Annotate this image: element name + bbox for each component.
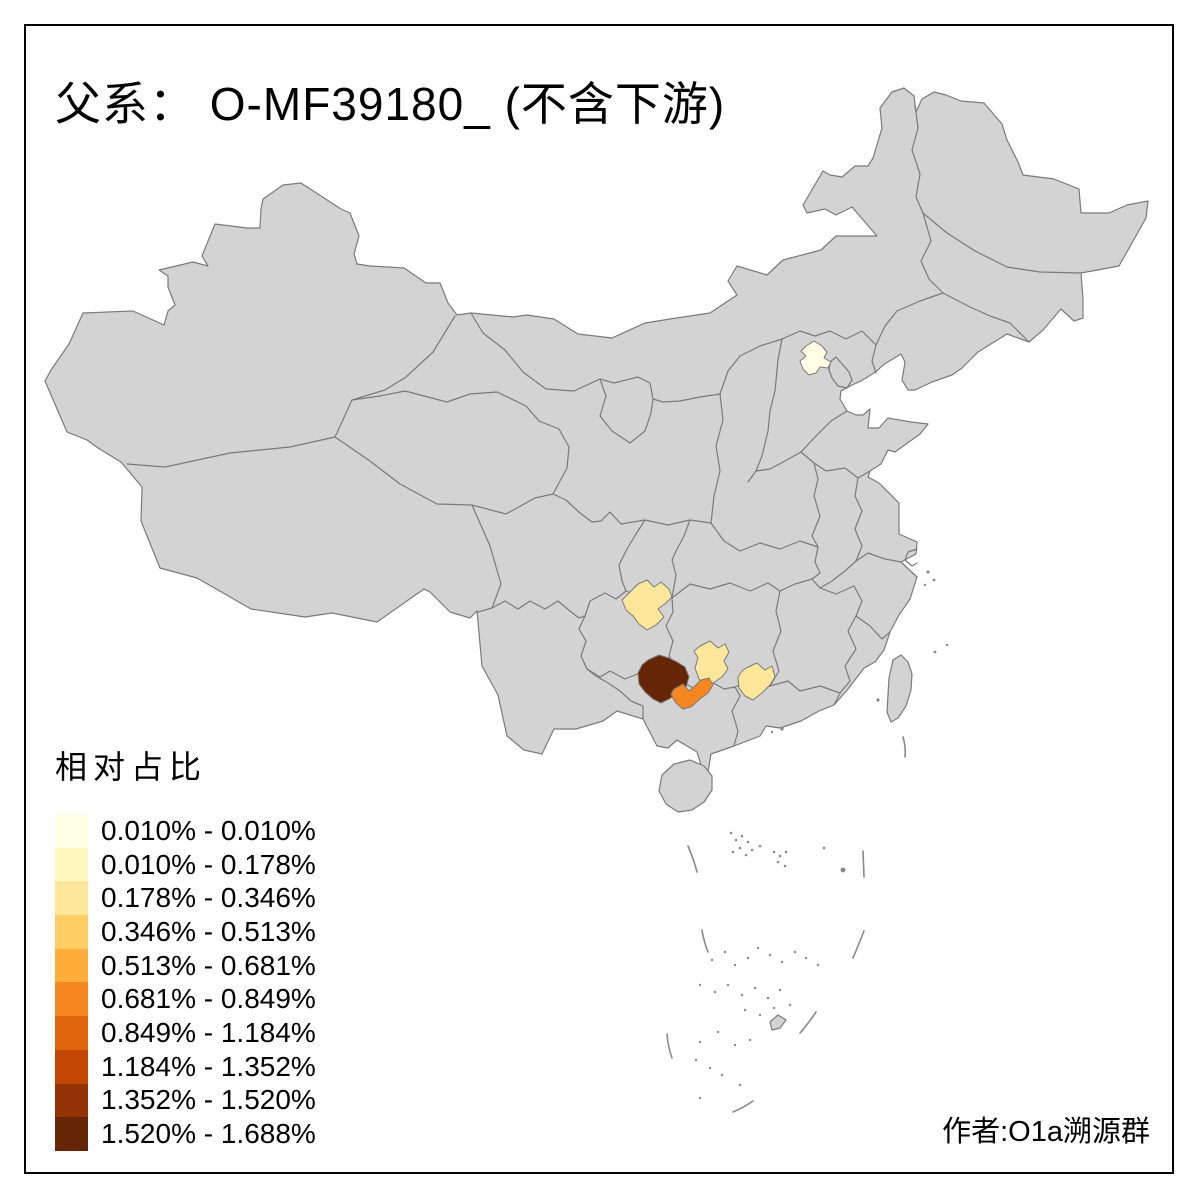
legend-label: 0.010% - 0.178% [101, 848, 316, 880]
legend: 相对占比 0.010% - 0.010% 0.010% - 0.178% 0.1… [55, 742, 316, 1151]
colored-regions [621, 340, 832, 710]
legend-label: 0.513% - 0.681% [101, 949, 316, 981]
legend-swatch [55, 814, 88, 848]
legend-title: 相对占比 [55, 749, 208, 785]
legend-swatch [55, 948, 88, 983]
colored-region-north [799, 340, 832, 376]
province-borders [126, 104, 1082, 747]
legend-swatch [55, 982, 88, 1017]
legend-swatch [55, 1049, 88, 1084]
legend-item: 0.346% - 0.513% [55, 915, 316, 949]
legend-item: 0.513% - 0.681% [55, 948, 316, 983]
legend-item: 1.184% - 1.352% [55, 1049, 316, 1084]
legend-swatch [55, 881, 88, 916]
legend-swatch [55, 915, 88, 949]
china-outline [44, 87, 1149, 775]
legend-item: 0.010% - 0.010% [55, 814, 316, 848]
legend-label: 0.010% - 0.010% [101, 814, 316, 846]
legend-label: 0.849% - 1.184% [101, 1016, 316, 1048]
colored-region-orange [670, 677, 714, 710]
islands [658, 570, 949, 813]
hainan-island [658, 759, 713, 813]
legend-label: 0.681% - 0.849% [101, 983, 316, 1015]
legend-label: 1.184% - 1.352% [101, 1050, 316, 1082]
author-credit: 作者:O1a溯源群 [942, 1116, 1150, 1148]
legend-item: 0.178% - 0.346% [55, 881, 316, 916]
legend-label: 1.520% - 1.688% [101, 1118, 316, 1150]
colored-region-south-c [737, 662, 776, 701]
colored-region-southwest-a [621, 579, 673, 631]
legend-item: 1.352% - 1.520% [55, 1083, 316, 1118]
legend-swatch [55, 1016, 88, 1050]
colored-region-south-b [693, 640, 730, 688]
legend-item: 0.681% - 0.849% [55, 982, 316, 1017]
legend-label: 0.178% - 0.346% [101, 882, 316, 914]
legend-item: 0.849% - 1.184% [55, 1016, 316, 1050]
spratly-islets [694, 946, 820, 1100]
legend-swatch [55, 1083, 88, 1118]
plot-frame [24, 24, 1174, 1174]
legend-item: 1.520% - 1.688% [55, 1117, 316, 1151]
taiwan-island [886, 654, 913, 723]
paracel-islets [729, 831, 846, 873]
legend-swatch [55, 1117, 88, 1151]
legend-item: 0.010% - 0.178% [55, 847, 316, 882]
south-china-sea-marks [666, 736, 907, 1113]
page-title: 父系： O-MF39180_ (不含下游) [55, 78, 726, 130]
legend-label: 1.352% - 1.520% [101, 1084, 316, 1116]
legend-swatch [55, 847, 88, 882]
legend-label: 0.346% - 0.513% [101, 915, 316, 947]
